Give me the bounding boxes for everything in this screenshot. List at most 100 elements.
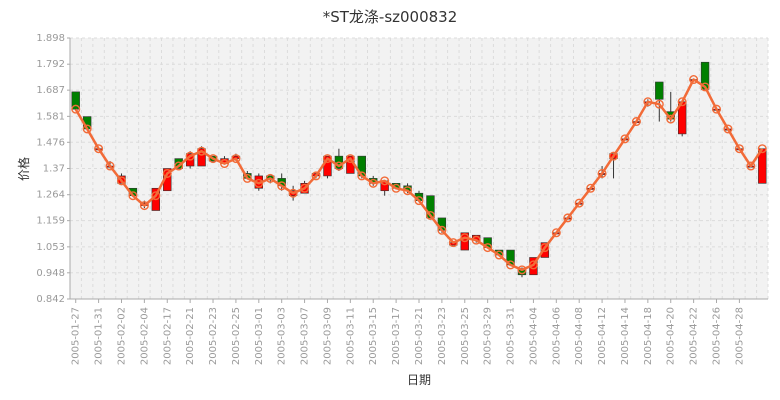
- trend-point: [528, 260, 538, 270]
- x-tick-label: 2005-02-21: [185, 307, 196, 365]
- trend-point: [116, 176, 126, 186]
- trend-point: [105, 161, 115, 171]
- candle-body: [71, 91, 80, 110]
- trend-point: [563, 213, 573, 223]
- axes: 1.898 1.792 1.687 1.581 1.476 1.37 1.264 1.159 1…: [36, 33, 768, 365]
- trend-point: [506, 260, 516, 270]
- x-tick-label: 2005-03-17: [391, 307, 402, 365]
- trend-point: [357, 171, 367, 181]
- trend-point: [586, 183, 596, 193]
- trend-point: [300, 183, 310, 193]
- x-tick-label: 2005-03-11: [345, 307, 356, 365]
- x-tick-label: 2005-04-18: [643, 307, 654, 365]
- trend-point: [712, 104, 722, 114]
- trend-point: [448, 238, 458, 248]
- y-tick-label: 1.792: [36, 59, 65, 70]
- trend-point: [734, 144, 744, 154]
- trend-point: [540, 243, 550, 253]
- y-tick-label: 0.948: [36, 268, 65, 279]
- y-tick-label: 0.842: [36, 294, 65, 305]
- trend-point: [460, 233, 470, 243]
- trend-point: [494, 250, 504, 260]
- y-tick-label: 1.37: [43, 164, 65, 175]
- trend-point: [631, 117, 641, 127]
- chart-title: *ST龙涤-sz000832: [322, 8, 458, 26]
- x-tick-label: 2005-04-12: [597, 307, 608, 365]
- x-tick-label: 2005-04-06: [551, 307, 562, 365]
- trend-markers: [71, 75, 767, 275]
- trend-point: [677, 97, 687, 107]
- y-tick-label: 1.264: [36, 190, 65, 201]
- trend-point: [288, 188, 298, 198]
- y-tick-label: 1.687: [36, 85, 65, 96]
- trend-point: [197, 146, 207, 156]
- trend-point: [723, 124, 733, 134]
- trend-point: [368, 178, 378, 188]
- candle-body: [426, 195, 435, 219]
- y-tick-label: 1.476: [36, 137, 65, 148]
- x-tick-label: 2005-03-31: [506, 307, 517, 365]
- x-tick-label: 2005-04-08: [574, 307, 585, 365]
- trend-point: [185, 151, 195, 161]
- trend-point: [620, 134, 630, 144]
- y-tick-label: 1.159: [36, 216, 65, 227]
- trend-point: [139, 201, 149, 211]
- trend-point: [334, 161, 344, 171]
- trend-point: [151, 191, 161, 201]
- trend-line-path: [74, 78, 764, 272]
- trend-point: [471, 235, 481, 245]
- trend-point: [231, 154, 241, 164]
- x-tick-label: 2005-01-27: [71, 307, 82, 365]
- trend-point: [414, 196, 424, 206]
- trend-point: [609, 151, 619, 161]
- x-tick-label: 2005-03-21: [414, 307, 425, 365]
- x-tick-label: 2005-04-26: [712, 307, 723, 365]
- trend-point: [82, 124, 92, 134]
- x-tick-label: 2005-02-17: [162, 307, 173, 365]
- trend-point: [71, 104, 81, 114]
- x-tick-label: 2005-03-25: [460, 307, 471, 365]
- trend-point: [208, 154, 218, 164]
- x-tick-label: 2005-04-22: [689, 307, 700, 365]
- x-tick-label: 2005-03-01: [254, 307, 265, 365]
- candle-body: [655, 81, 664, 100]
- candle-body: [197, 148, 206, 167]
- trend-point: [345, 154, 355, 164]
- x-tick-label: 2005-02-23: [208, 307, 219, 365]
- x-tick-label: 2005-04-20: [666, 307, 677, 365]
- trend-point: [654, 99, 664, 109]
- x-tick-label: 2005-04-14: [620, 307, 631, 365]
- x-tick-label: 2005-02-25: [231, 307, 242, 365]
- x-tick-label: 2005-04-04: [528, 307, 539, 365]
- trend-point: [128, 191, 138, 201]
- x-tick-label: 2005-03-29: [483, 307, 494, 365]
- trend-point: [403, 186, 413, 196]
- trend-point: [437, 225, 447, 235]
- x-tick-label: 2005-03-03: [277, 307, 288, 365]
- y-tick-label: 1.581: [36, 111, 65, 122]
- candle-body: [540, 242, 550, 258]
- trend-point: [425, 210, 435, 220]
- trend-point: [483, 243, 493, 253]
- trend-point: [597, 168, 607, 178]
- trend-point: [219, 159, 229, 169]
- trend-point: [174, 161, 184, 171]
- x-tick-label: 2005-02-04: [139, 307, 150, 365]
- trend-point: [391, 183, 401, 193]
- y-tick-label: 1.053: [36, 242, 65, 253]
- trend-point: [94, 144, 104, 154]
- x-tick-label: 2005-03-09: [322, 307, 333, 365]
- x-axis-title: 日期: [407, 373, 431, 387]
- trend-point: [265, 173, 275, 183]
- trend-point: [380, 176, 390, 186]
- trend-point: [689, 75, 699, 85]
- trend-point: [517, 265, 527, 275]
- trend-line: [74, 78, 764, 272]
- x-tick-label: 2005-03-07: [300, 307, 311, 365]
- x-tick-label: 2005-02-02: [116, 307, 127, 365]
- trend-point: [551, 228, 561, 238]
- trend-point: [666, 114, 676, 124]
- trend-point: [242, 173, 252, 183]
- trend-point: [574, 198, 584, 208]
